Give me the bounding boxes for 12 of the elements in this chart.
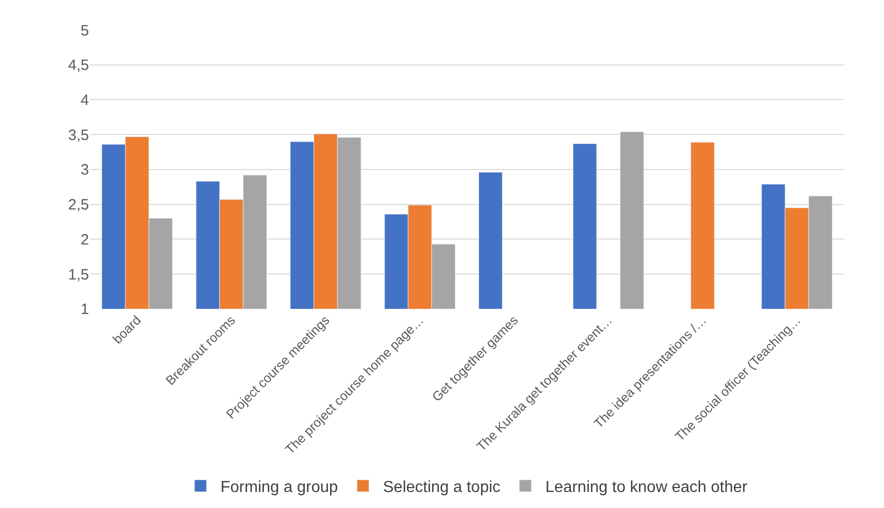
y-tick-label: 2	[80, 231, 89, 248]
legend-label: Selecting a topic	[382, 479, 500, 496]
y-tick-label: 4,5	[68, 57, 89, 74]
y-tick-label: 1,5	[68, 266, 89, 284]
y-tick-label: 5	[80, 22, 89, 40]
legend-label: Forming a group	[220, 479, 338, 496]
y-tick-label: 3	[80, 162, 89, 179]
legend-label: Learning to know each other	[545, 479, 748, 496]
y-tick-label: 2,5	[68, 196, 89, 214]
y-tick-label: 4	[80, 92, 89, 109]
y-tick-label: 3,5	[68, 126, 89, 144]
y-tick-label: 1	[80, 301, 89, 318]
